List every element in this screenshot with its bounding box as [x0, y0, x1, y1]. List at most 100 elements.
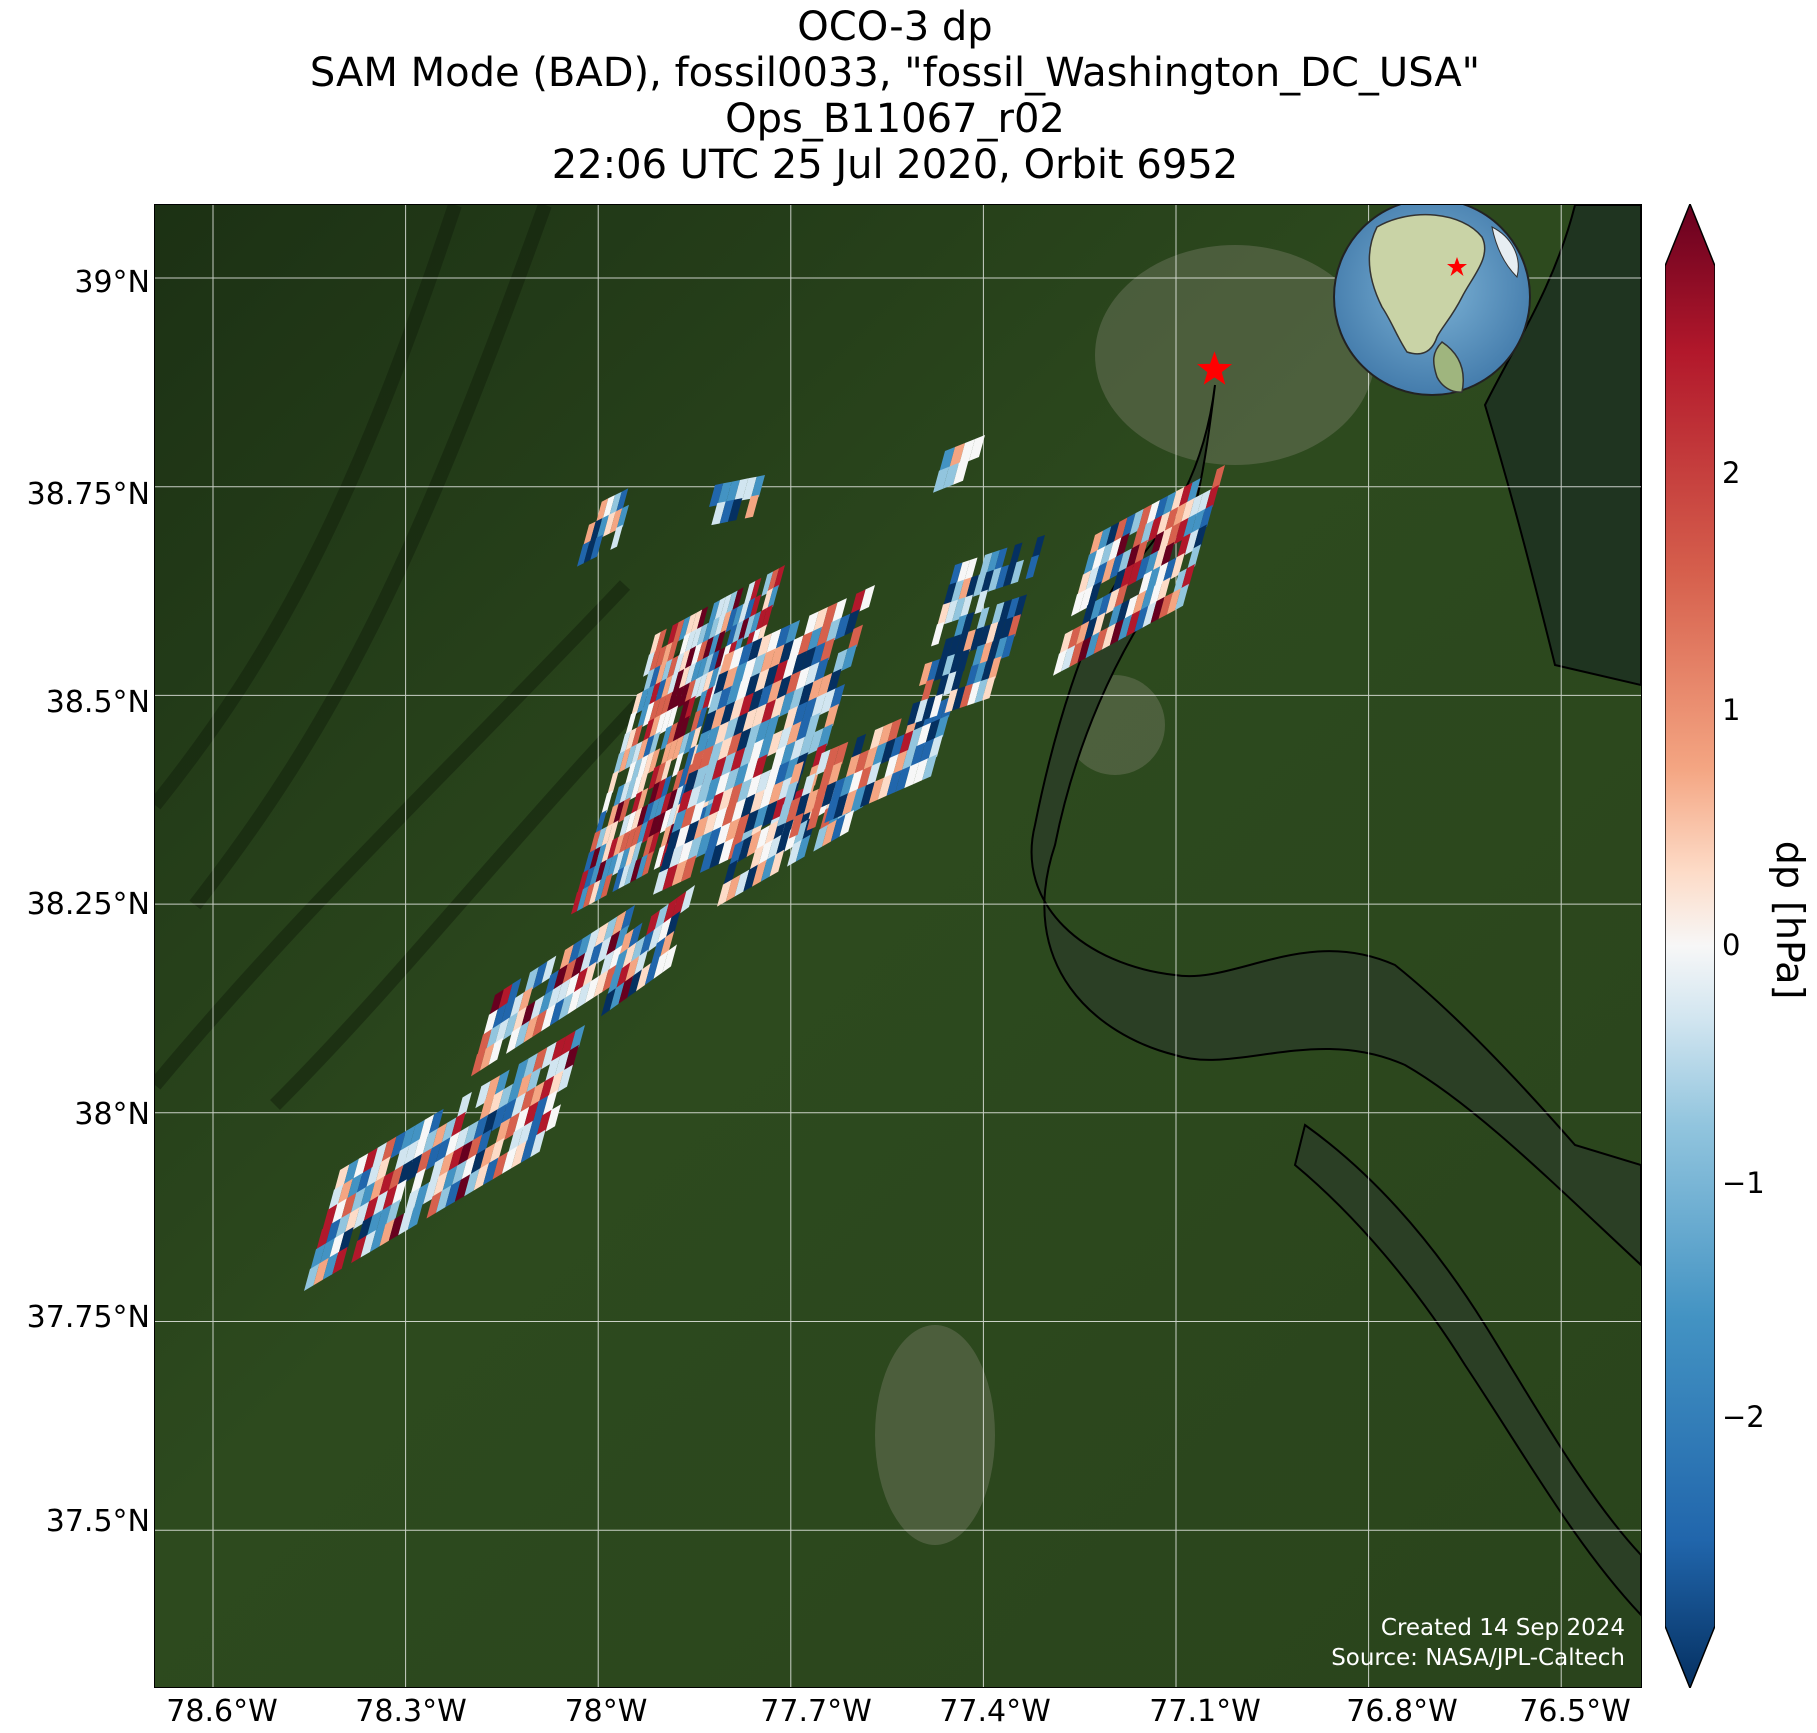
footprint-cell: [784, 620, 800, 647]
ytick-label: 38°N: [74, 1097, 150, 1132]
footprint-cell: [765, 628, 782, 656]
footprint-cell: [741, 657, 757, 684]
footprint-cell: [624, 827, 637, 853]
footprint-cell: [892, 750, 908, 776]
footprint-cell: [922, 754, 937, 781]
map-panel[interactable]: [154, 204, 1642, 1688]
footprint-cell: [654, 903, 669, 932]
footprint-cell: [871, 742, 887, 768]
footprint-cell: [707, 740, 724, 768]
footprint-cell: [677, 765, 690, 791]
footprint-cell: [751, 703, 767, 730]
footprint-cell: [690, 676, 702, 702]
footprint-cell: [767, 568, 780, 594]
footprint-cell: [832, 648, 848, 676]
footprint-cell: [935, 673, 949, 699]
footprint-cell: [727, 782, 743, 810]
colorbar-tick: 0: [1722, 928, 1741, 962]
footprint-cell: [883, 754, 899, 780]
footprint-cell: [671, 768, 684, 794]
footprint-cell: [756, 633, 772, 660]
footprint-cell: [1013, 594, 1027, 619]
footprint-cell: [325, 1218, 341, 1246]
footprint-cell: [1174, 583, 1189, 611]
footprint-cell: [717, 787, 734, 814]
footprint-cell: [567, 986, 582, 1015]
footprint-cell: [750, 652, 766, 680]
footprint-cell: [970, 626, 984, 652]
footprint-cell: [322, 1252, 339, 1280]
footprint-cell: [672, 619, 685, 645]
footprint-cell: [829, 684, 845, 711]
footprint-cell: [830, 777, 846, 804]
footprint-cell: [376, 1204, 392, 1233]
footprint-cell: [759, 648, 776, 675]
footprint-cell: [363, 1195, 379, 1224]
footprint-cell: [995, 564, 1009, 590]
footprint-cell: [654, 711, 667, 737]
footprint-cell: [494, 1017, 510, 1046]
footprint-cell: [612, 866, 625, 893]
footprint-cell: [630, 857, 642, 883]
footprint-cell: [447, 1145, 464, 1174]
footprint-cell: [986, 550, 1000, 575]
footprint-cell: [725, 681, 742, 708]
footprint-cell: [718, 837, 734, 865]
footprint-cell: [982, 676, 996, 701]
footprint-cell: [677, 839, 694, 867]
figure-title: OCO-3 dp SAM Mode (BAD), fossil0033, "fo…: [150, 4, 1640, 188]
footprint-cell: [630, 741, 643, 767]
footprint-cell: [816, 672, 833, 700]
footprint-cell: [606, 820, 619, 846]
footprint-cell: [607, 968, 622, 997]
footprint-cell: [630, 774, 643, 800]
footprint-cell: [823, 703, 839, 731]
footprint-cell: [497, 983, 513, 1012]
footprint-cell: [980, 658, 994, 684]
footprint-cell: [470, 1148, 486, 1177]
footprint-cell: [1154, 561, 1169, 589]
footprint-cell: [1198, 504, 1213, 531]
footprint-cell: [542, 1090, 558, 1118]
footprint-cell: [1182, 513, 1197, 540]
footprint-cell: [636, 787, 649, 813]
footprint-cell: [615, 962, 631, 991]
footprint-cell: [992, 619, 1006, 644]
xtick-label: 78.3°W: [355, 1694, 467, 1729]
footprint-cell: [633, 949, 648, 978]
footprint-cell: [750, 475, 765, 499]
footprint-cell: [746, 774, 762, 801]
footprint-cell: [690, 659, 702, 685]
footprint-cell: [735, 727, 752, 755]
footprint-cell: [964, 557, 978, 582]
footprint-cell: [709, 842, 725, 869]
colorbar-tick: −1: [1722, 1166, 1765, 1200]
footprint-cell: [642, 701, 655, 727]
footprint-cell: [818, 765, 834, 792]
footprint-cell: [973, 661, 987, 686]
footprint-cell: [715, 822, 731, 849]
footprint-cell: [764, 820, 779, 847]
footprint-cell: [582, 961, 597, 990]
footprint-cell: [702, 811, 718, 838]
footprint-cell: [913, 758, 929, 785]
footprint-cell: [1144, 550, 1159, 577]
colorbar-tick: −2: [1722, 1400, 1765, 1434]
footprint-cell: [649, 631, 661, 657]
footprint-cell: [513, 1106, 530, 1135]
footprint-cell: [725, 607, 738, 633]
footprint-cell: [680, 804, 696, 831]
footprint-cell: [666, 705, 679, 731]
footprint-cell: [609, 491, 622, 517]
footprint-cell: [1107, 603, 1122, 630]
footprint-cell: [371, 1142, 388, 1170]
footprint-cell: [940, 636, 954, 662]
footprint-cell: [950, 668, 964, 694]
footprint-cell: [956, 560, 970, 585]
footprint-cell: [769, 644, 785, 671]
footprint-cell: [601, 790, 613, 816]
footprint-cell: [726, 732, 742, 759]
footprint-cell: [839, 773, 855, 800]
footprint-cell: [444, 1131, 460, 1160]
footprint-cell: [742, 476, 757, 501]
